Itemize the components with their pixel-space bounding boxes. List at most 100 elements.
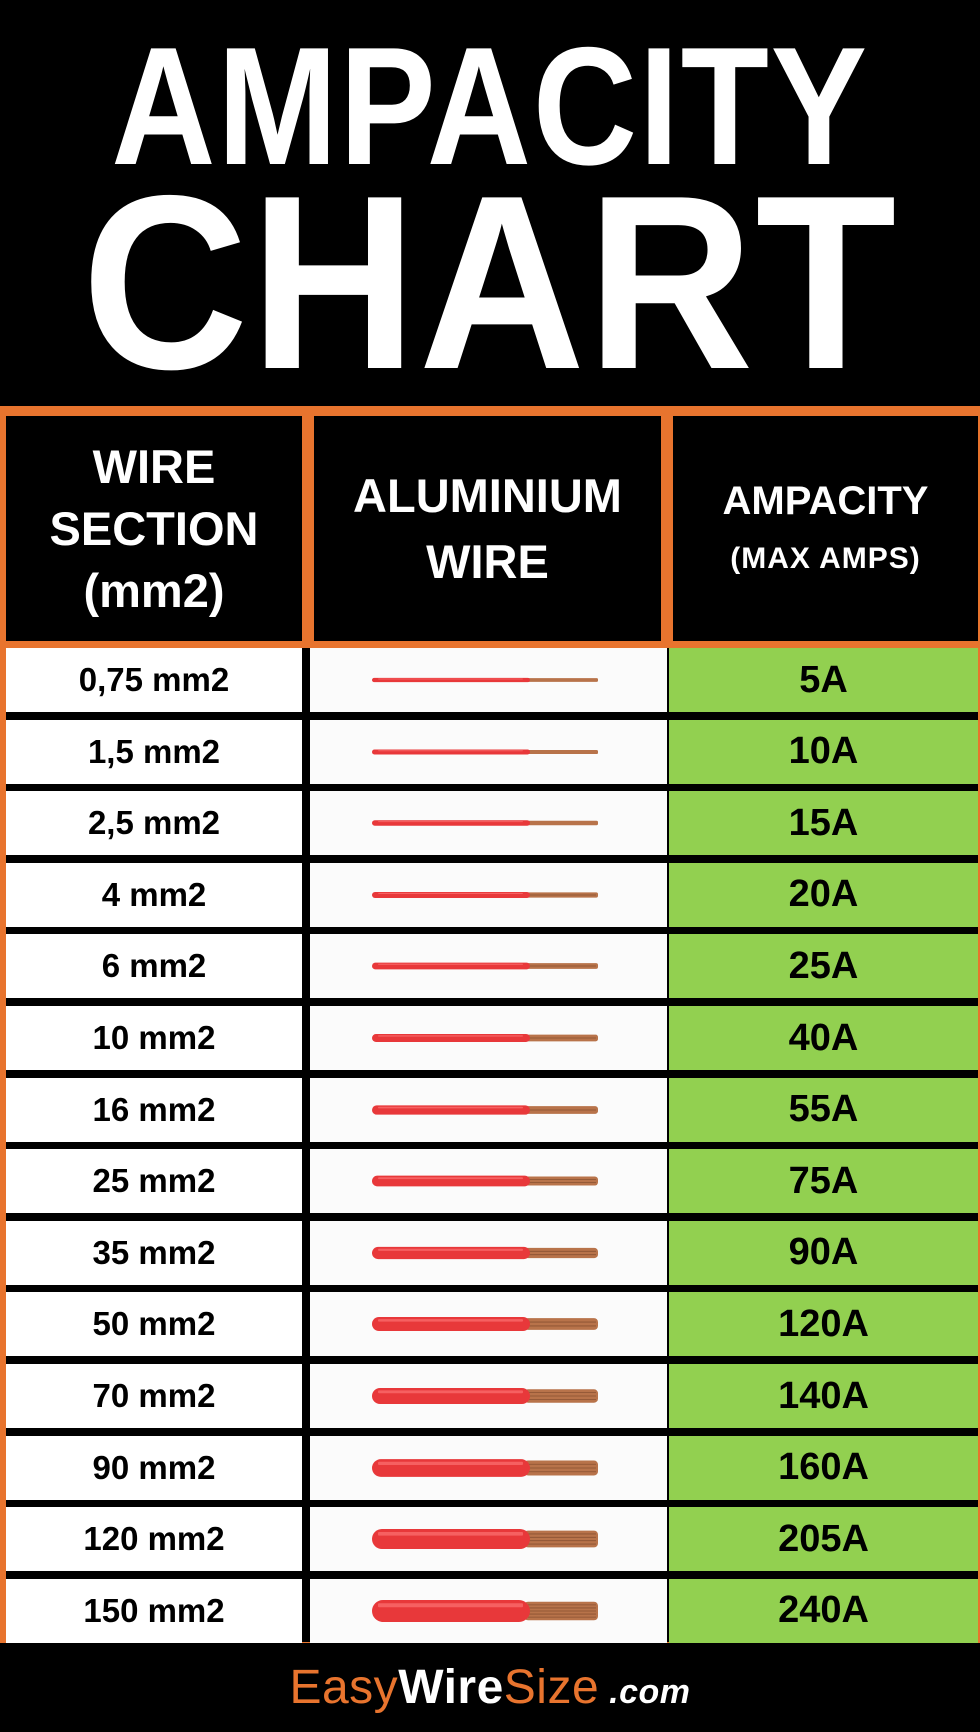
wire-insulation (371, 1317, 530, 1332)
wire-illustration-cell (310, 862, 667, 927)
table-row: 6 mm2 25A (6, 934, 978, 999)
wire-illustration-cell (310, 1077, 667, 1142)
brand-suffix: .com (609, 1673, 691, 1711)
wire-illustration-cell (310, 1006, 667, 1070)
ampacity-cell: 15A (669, 791, 978, 856)
wire-icon (371, 1246, 598, 1259)
wire-section-cell: 25 mm2 (6, 1149, 302, 1214)
wire-icon (371, 749, 598, 755)
ampacity-cell: 120A (669, 1292, 978, 1357)
wire-illustration-cell (310, 648, 667, 712)
wire-illustration-cell (310, 1578, 667, 1643)
wire-section-cell: 2,5 mm2 (6, 791, 302, 856)
insulation-highlight (377, 678, 523, 680)
wire-insulation (371, 749, 530, 755)
insulation-highlight (377, 1532, 523, 1536)
wire-icon (371, 1529, 598, 1550)
footer: EasyWireSize .com (0, 1643, 980, 1732)
copper-conductor (523, 678, 598, 682)
copper-conductor (523, 749, 598, 754)
title-line-2: CHART (81, 143, 899, 421)
wire-icon (371, 962, 598, 970)
table-body: 0,75 mm2 5A 1,5 mm2 10A 2,5 mm2 15A 4 mm2 20A 6 … (6, 648, 978, 1643)
table-row: 70 mm2 140A (6, 1364, 978, 1428)
wire-section-cell: 6 mm2 (6, 934, 302, 999)
wire-illustration-cell (310, 1292, 667, 1357)
copper-conductor (523, 1176, 598, 1186)
wire-icon (371, 891, 598, 898)
wire-illustration-cell (310, 1220, 667, 1285)
table-row: 35 mm2 90A (6, 1220, 978, 1285)
wire-insulation (371, 1175, 530, 1187)
title-line-1: AMPACITY (111, 12, 869, 200)
wire-section-cell: 35 mm2 (6, 1220, 302, 1285)
wire-icon (371, 1599, 598, 1622)
table-row: 150 mm2 240A (6, 1578, 978, 1643)
insulation-highlight (377, 964, 523, 966)
copper-conductor (523, 1247, 598, 1258)
table-row: 120 mm2 205A (6, 1507, 978, 1572)
wire-section-cell: 70 mm2 (6, 1364, 302, 1428)
title-block: AMPACITY CHART (0, 0, 980, 406)
header-wire-line-1: ALUMINIUM (353, 468, 622, 522)
wire-illustration-cell (310, 791, 667, 856)
wire-insulation (371, 1104, 530, 1115)
copper-conductor (523, 820, 598, 826)
wire-section-cell: 120 mm2 (6, 1507, 302, 1572)
wire-icon (371, 677, 598, 683)
header-aluminium-wire: ALUMINIUM WIRE (314, 416, 661, 641)
table-row: 2,5 mm2 15A (6, 791, 978, 856)
brand-wire: Wire (398, 1661, 504, 1714)
ampacity-cell: 25A (669, 934, 978, 999)
wire-section-cell: 150 mm2 (6, 1578, 302, 1643)
wire-section-cell: 4 mm2 (6, 862, 302, 927)
header-ampacity-sub: (MAX AMPS) (730, 541, 921, 575)
insulation-highlight (377, 749, 523, 751)
ampacity-cell: 240A (669, 1578, 978, 1643)
wire-icon (371, 1317, 598, 1332)
ampacity-cell: 90A (669, 1220, 978, 1285)
brand-size: Size (503, 1661, 600, 1714)
brand-easy: Easy (289, 1661, 399, 1714)
brand-logo: EasyWireSize .com (289, 1660, 690, 1715)
insulation-highlight (377, 1319, 523, 1323)
insulation-highlight (377, 821, 523, 823)
insulation-highlight (377, 1035, 523, 1037)
wire-section-cell: 1,5 mm2 (6, 719, 302, 784)
wire-section-cell: 90 mm2 (6, 1435, 302, 1500)
table-row: 90 mm2 160A (6, 1435, 978, 1500)
ampacity-cell: 40A (669, 1006, 978, 1070)
wire-illustration-cell (310, 1364, 667, 1428)
header-section-line-2: SECTION (49, 501, 259, 555)
wire-icon (371, 1104, 598, 1115)
wire-illustration-cell (310, 719, 667, 784)
wire-icon (371, 1175, 598, 1187)
ampacity-cell: 140A (669, 1364, 978, 1428)
ampacity-cell: 5A (669, 648, 978, 712)
wire-illustration-cell (310, 1507, 667, 1572)
wire-illustration-cell (310, 1435, 667, 1500)
wire-icon (371, 1388, 598, 1404)
table-row: 1,5 mm2 10A (6, 719, 978, 784)
header-ampacity-label: AMPACITY (722, 478, 929, 523)
insulation-highlight (377, 892, 523, 894)
table-row: 0,75 mm2 5A (6, 648, 978, 712)
wire-icon (371, 1458, 598, 1477)
wire-section-cell: 10 mm2 (6, 1006, 302, 1070)
wire-illustration-cell (310, 934, 667, 999)
header-section-line-3: (mm2) (83, 563, 225, 617)
insulation-highlight (377, 1177, 523, 1180)
header-ampacity: AMPACITY (MAX AMPS) (673, 416, 978, 641)
insulation-highlight (377, 1461, 523, 1465)
ampacity-table: WIRE SECTION (mm2) ALUMINIUM WIRE AMPACI… (0, 406, 980, 1643)
wire-insulation (371, 1246, 530, 1259)
table-row: 16 mm2 55A (6, 1077, 978, 1142)
wire-section-cell: 16 mm2 (6, 1077, 302, 1142)
ampacity-cell: 160A (669, 1435, 978, 1500)
copper-conductor (523, 1530, 598, 1548)
table-row: 10 mm2 40A (6, 1006, 978, 1070)
wire-icon (371, 820, 598, 826)
insulation-highlight (377, 1106, 523, 1109)
wire-illustration-cell (310, 1149, 667, 1214)
header-wire-section: WIRE SECTION (mm2) (6, 416, 302, 641)
